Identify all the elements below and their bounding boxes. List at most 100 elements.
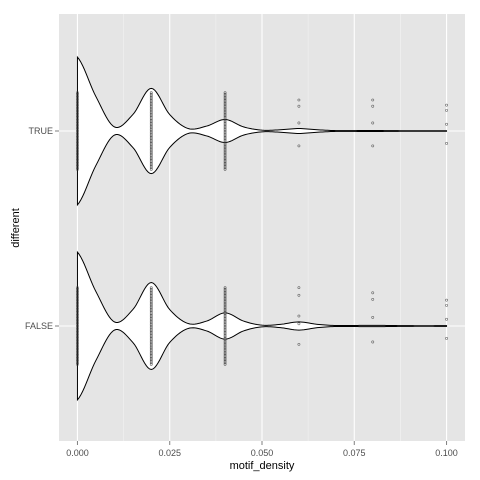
data-point <box>149 324 153 328</box>
data-point <box>149 158 153 162</box>
data-point <box>149 347 153 351</box>
data-point <box>223 290 227 294</box>
data-point <box>445 122 448 126</box>
data-point <box>223 158 227 162</box>
data-point <box>223 296 227 300</box>
data-point <box>76 140 79 144</box>
data-point <box>76 132 79 136</box>
data-point <box>149 290 153 294</box>
data-point <box>223 91 227 95</box>
data-point <box>149 349 153 352</box>
data-point <box>76 335 79 339</box>
data-point <box>76 100 79 104</box>
data-point <box>223 132 227 136</box>
data-point <box>149 352 153 356</box>
data-point <box>149 296 153 300</box>
data-point <box>149 323 153 326</box>
data-point <box>149 338 153 342</box>
data-point <box>76 151 79 154</box>
data-point <box>149 344 153 348</box>
data-point <box>149 108 153 111</box>
data-point <box>149 105 153 108</box>
data-point <box>223 163 227 167</box>
data-point <box>76 98 79 102</box>
violins <box>76 55 448 402</box>
data-point <box>76 106 79 110</box>
data-point <box>223 298 227 302</box>
data-point <box>149 326 153 329</box>
data-point <box>149 361 153 365</box>
data-point <box>149 121 153 125</box>
data-point <box>149 157 153 161</box>
data-point <box>149 350 153 354</box>
data-point <box>76 126 79 130</box>
data-point <box>149 313 153 317</box>
x-axis-title: motif_density <box>230 460 295 472</box>
data-point <box>223 353 227 357</box>
data-point <box>149 329 153 333</box>
data-point <box>223 347 227 351</box>
data-point <box>223 332 227 336</box>
data-point <box>149 356 153 360</box>
data-point <box>223 111 227 114</box>
data-point <box>149 129 153 133</box>
data-point <box>149 306 153 309</box>
data-point <box>223 313 227 317</box>
data-point <box>149 137 153 141</box>
data-point <box>76 134 79 138</box>
data-point <box>76 338 79 342</box>
data-point <box>297 343 301 346</box>
data-point <box>223 92 227 96</box>
data-point <box>371 298 375 301</box>
data-point <box>76 97 79 101</box>
data-point <box>76 344 79 348</box>
data-point <box>149 154 153 157</box>
data-point <box>149 140 153 144</box>
data-point <box>223 115 227 119</box>
data-point <box>76 143 79 147</box>
data-point <box>297 104 301 108</box>
data-point <box>76 300 79 303</box>
data-point <box>149 101 153 105</box>
data-point <box>149 339 153 343</box>
data-point <box>223 94 227 98</box>
data-point <box>76 163 79 167</box>
data-point <box>223 343 227 346</box>
data-point <box>297 293 301 297</box>
data-point <box>76 358 79 362</box>
data-point <box>76 154 79 157</box>
data-point <box>223 118 227 122</box>
data-point <box>223 323 227 326</box>
data-point <box>76 137 79 141</box>
data-point <box>223 324 227 328</box>
data-point <box>149 362 153 366</box>
data-point <box>76 91 79 95</box>
data-point <box>223 341 227 345</box>
data-point <box>149 332 153 336</box>
data-point <box>76 347 79 351</box>
data-point <box>76 333 79 337</box>
data-point <box>76 323 79 326</box>
data-point <box>76 123 79 127</box>
data-point <box>223 330 227 334</box>
data-point <box>149 117 153 121</box>
data-point <box>76 318 79 322</box>
data-point <box>76 157 79 161</box>
data-point <box>223 121 227 125</box>
data-point <box>149 124 153 128</box>
data-point <box>223 303 227 306</box>
data-point <box>149 112 153 116</box>
data-point <box>149 135 153 139</box>
data-point <box>76 346 79 349</box>
data-point <box>76 117 79 121</box>
data-point <box>445 141 448 145</box>
y-tick-label: FALSE <box>25 321 53 331</box>
data-point <box>76 124 79 128</box>
data-point <box>149 92 153 96</box>
data-point <box>76 131 79 134</box>
data-point <box>149 289 153 293</box>
data-point <box>149 358 153 362</box>
data-point <box>149 114 153 118</box>
x-tick-label: 0.075 <box>343 448 366 458</box>
data-point <box>76 349 79 352</box>
